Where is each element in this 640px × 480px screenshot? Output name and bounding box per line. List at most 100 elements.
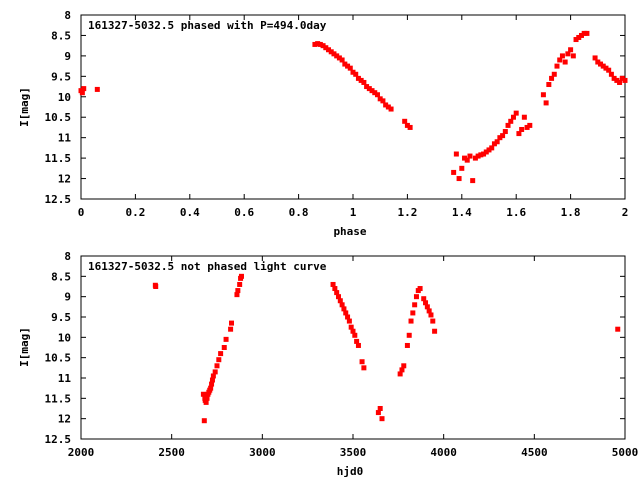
data-point: [573, 37, 579, 43]
data-point: [430, 318, 436, 324]
data-point: [355, 75, 361, 81]
data-point: [229, 320, 235, 326]
y-tick-label: 9: [64, 50, 71, 63]
data-point: [388, 106, 394, 112]
data-point: [524, 124, 530, 130]
data-point: [472, 155, 478, 161]
y-tick-label: 10: [58, 331, 71, 344]
data-point: [617, 79, 623, 85]
data-point: [500, 133, 506, 139]
data-point: [315, 41, 321, 47]
y-tick-label: 12.5: [45, 193, 72, 206]
tick-marks: 2000 2500 3000 3500 4000 4500 5000 8 8.5 9 9.5 10 10…: [45, 250, 639, 459]
data-point: [404, 342, 410, 348]
x-tick-label: 5000: [612, 446, 639, 459]
data-point: [228, 326, 234, 332]
data-point: [79, 90, 85, 96]
data-point: [568, 47, 574, 53]
data-point: [212, 369, 218, 375]
x-axis-label: hjd0: [337, 465, 364, 478]
data-point: [408, 318, 414, 324]
data-point: [369, 88, 375, 94]
y-tick-label: 11: [58, 372, 72, 385]
data-point: [341, 306, 347, 312]
data-point: [576, 34, 582, 40]
data-point: [336, 55, 342, 61]
data-point: [608, 71, 614, 77]
x-tick-label: 0.8: [289, 206, 309, 219]
data-point: [508, 118, 514, 124]
data-point: [546, 82, 552, 88]
data-point: [331, 51, 337, 57]
data-point: [352, 332, 358, 338]
x-tick-label: 0.6: [234, 206, 254, 219]
y-tick-label: 8.5: [51, 29, 71, 42]
y-tick-label: 12.5: [45, 433, 72, 446]
data-point: [491, 141, 497, 147]
x-tick-label: 2500: [158, 446, 185, 459]
data-point: [339, 302, 345, 308]
data-point: [94, 86, 100, 92]
data-point: [565, 51, 571, 57]
x-tick-label: 1.6: [506, 206, 526, 219]
data-point: [614, 77, 620, 83]
data-point: [323, 45, 329, 51]
data-point: [410, 310, 416, 316]
data-point: [343, 310, 349, 316]
data-point: [402, 118, 408, 124]
data-point: [379, 416, 385, 422]
data-point: [401, 363, 407, 369]
data-point: [358, 77, 364, 83]
data-point: [209, 381, 215, 387]
data-point: [423, 300, 429, 306]
y-tick-label: 11.5: [45, 392, 72, 405]
data-point: [345, 314, 351, 320]
data-point: [459, 165, 465, 171]
phased-light-curve-panel: 161327-5032.5 phased with P=494.0day pha…: [18, 9, 628, 238]
data-point: [494, 139, 500, 145]
data-point: [397, 371, 403, 377]
y-tick-label: 8: [64, 9, 71, 22]
data-point: [377, 96, 383, 102]
data-point: [332, 286, 338, 292]
data-point: [385, 104, 391, 110]
y-tick-label: 9.5: [51, 70, 71, 83]
data-point: [451, 169, 457, 175]
data-point: [456, 176, 462, 182]
data-point: [467, 153, 473, 159]
data-point: [348, 324, 354, 330]
y-tick-label: 10: [58, 91, 71, 104]
x-tick-label: 1.8: [561, 206, 581, 219]
data-point: [237, 281, 243, 287]
data-point: [359, 359, 365, 365]
y-tick-label: 8: [64, 250, 71, 263]
data-point: [361, 79, 367, 85]
data-point: [203, 399, 209, 405]
data-point: [234, 292, 240, 298]
data-point: [404, 122, 410, 128]
data-point: [549, 75, 555, 81]
data-point: [361, 365, 367, 371]
data-point: [353, 71, 359, 77]
data-point: [581, 30, 587, 36]
data-point: [223, 336, 229, 342]
data-point: [374, 92, 380, 98]
y-axis-label: I[mag]: [18, 87, 31, 127]
x-tick-label: 4500: [521, 446, 548, 459]
data-point: [383, 102, 389, 108]
data-point: [554, 63, 560, 69]
data-point: [540, 92, 546, 98]
data-point: [406, 332, 412, 338]
data-point: [598, 61, 604, 67]
data-point: [209, 377, 215, 383]
data-point: [334, 53, 340, 59]
data-point: [330, 281, 336, 287]
data-point: [208, 385, 214, 391]
x-tick-label: 1.4: [452, 206, 472, 219]
chart-title: 161327-5032.5 phased with P=494.0day: [88, 19, 327, 32]
data-point: [464, 157, 470, 163]
data-point: [238, 273, 244, 279]
x-axis-label: phase: [333, 225, 366, 238]
data-point: [481, 151, 487, 157]
